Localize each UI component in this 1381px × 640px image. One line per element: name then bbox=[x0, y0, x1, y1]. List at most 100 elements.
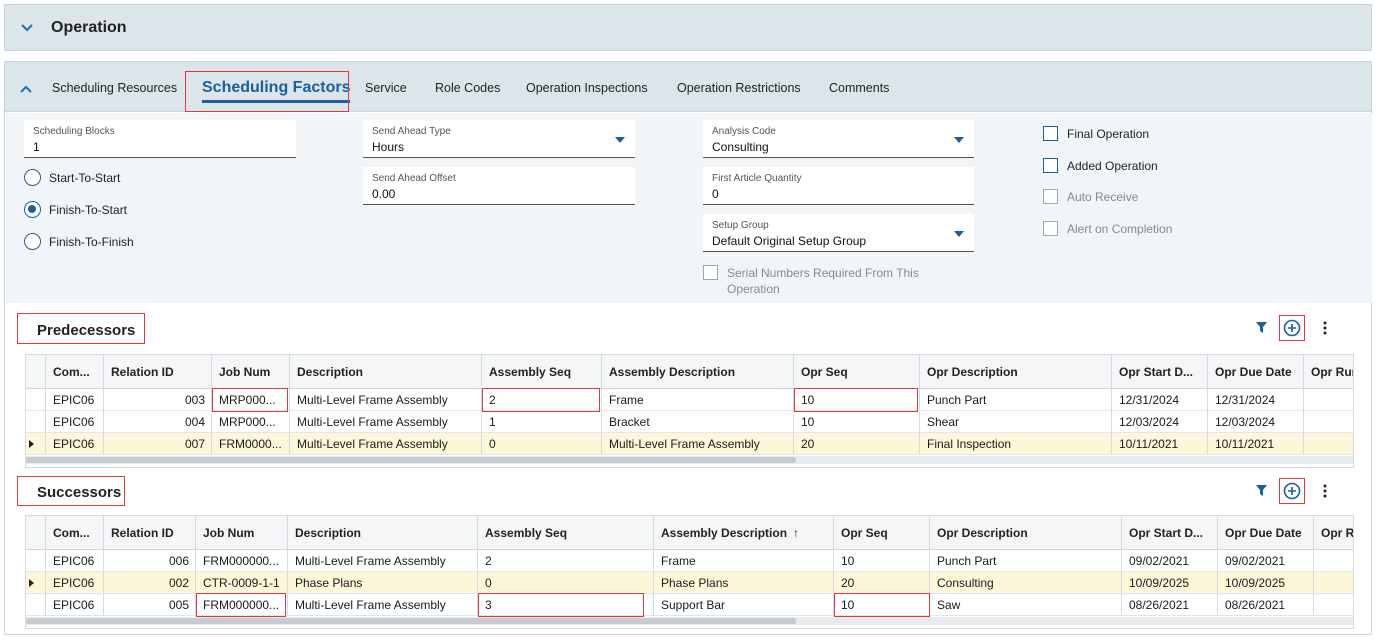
column-header-opr-seq[interactable]: Opr Seq bbox=[834, 516, 930, 549]
cell-opr-desc[interactable]: Final Inspection bbox=[920, 433, 1112, 454]
column-header-job-num[interactable]: Job Num bbox=[196, 516, 288, 549]
cell-assembly-seq[interactable]: 1 bbox=[482, 411, 602, 432]
setup-group-select[interactable]: Setup Group Default Original Setup Group bbox=[703, 214, 974, 252]
auto-receive-checkbox[interactable]: Auto Receive bbox=[1043, 189, 1138, 204]
column-header-relation-id[interactable]: Relation ID bbox=[104, 355, 212, 388]
cell-assembly-desc[interactable]: Phase Plans bbox=[654, 572, 834, 593]
cell-relation-id[interactable]: 003 bbox=[104, 389, 212, 410]
cell-relation-id[interactable]: 002 bbox=[104, 572, 196, 593]
add-circle-icon[interactable] bbox=[1283, 482, 1301, 505]
added-operation-checkbox[interactable]: Added Operation bbox=[1043, 158, 1158, 173]
scrollbar-thumb[interactable] bbox=[26, 457, 796, 463]
cell-job-num[interactable]: FRM000000... bbox=[196, 550, 288, 571]
cell-assembly-desc[interactable]: Frame bbox=[654, 550, 834, 571]
cell-opr-desc[interactable]: Punch Part bbox=[930, 550, 1122, 571]
cell-opr-desc[interactable]: Consulting bbox=[930, 572, 1122, 593]
cell-assembly-seq[interactable]: 2 bbox=[482, 389, 602, 410]
cell-job-num[interactable]: CTR-0009-1-1 bbox=[196, 572, 288, 593]
table-row[interactable]: EPIC06 006 FRM000000... Multi-Level Frame A… bbox=[26, 550, 1353, 572]
cell-assembly-desc[interactable]: Frame bbox=[602, 389, 794, 410]
cell-job-num[interactable]: MRP000... bbox=[212, 389, 290, 410]
cell-opr-desc[interactable]: Punch Part bbox=[920, 389, 1112, 410]
column-header-opr-due-date[interactable]: Opr Due Date bbox=[1208, 355, 1304, 388]
column-header-assembly-seq[interactable]: Assembly Seq bbox=[478, 516, 654, 549]
cell-description[interactable]: Multi-Level Frame Assembly bbox=[290, 411, 482, 432]
table-row[interactable]: EPIC06 003 MRP000... Multi-Level Frame Asse… bbox=[26, 389, 1353, 411]
cell-opr-run[interactable] bbox=[1314, 550, 1353, 571]
cell-assembly-seq[interactable]: 0 bbox=[482, 433, 602, 454]
cell-opr-start-date[interactable]: 10/09/2025 bbox=[1122, 572, 1218, 593]
tab-service[interactable]: Service bbox=[365, 81, 407, 95]
column-header-relation-id[interactable]: Relation ID bbox=[104, 516, 196, 549]
operation-header[interactable]: Operation bbox=[4, 4, 1372, 51]
filter-icon[interactable] bbox=[1255, 321, 1268, 339]
column-header-assembly-seq[interactable]: Assembly Seq bbox=[482, 355, 602, 388]
cell-opr-desc[interactable]: Shear bbox=[920, 411, 1112, 432]
cell-opr-desc[interactable]: Saw bbox=[930, 594, 1122, 615]
cell-job-num[interactable]: MRP000... bbox=[212, 411, 290, 432]
horizontal-scrollbar[interactable] bbox=[26, 456, 1353, 464]
cell-opr-due-date[interactable]: 12/31/2024 bbox=[1208, 389, 1304, 410]
cell-assembly-desc[interactable]: Support Bar bbox=[654, 594, 834, 615]
column-header-company[interactable]: Com... bbox=[46, 355, 104, 388]
cell-opr-run[interactable] bbox=[1304, 389, 1353, 410]
column-header-opr-run[interactable]: Opr Ru bbox=[1314, 516, 1353, 549]
cell-description[interactable]: Phase Plans bbox=[288, 572, 478, 593]
cell-opr-due-date[interactable]: 10/09/2025 bbox=[1218, 572, 1314, 593]
cell-description[interactable]: Multi-Level Frame Assembly bbox=[290, 433, 482, 454]
cell-opr-run[interactable] bbox=[1304, 411, 1353, 432]
cell-opr-run[interactable] bbox=[1314, 594, 1353, 615]
cell-job-num[interactable]: FRM0000... bbox=[212, 433, 290, 454]
column-header-opr-run[interactable]: Opr Run bbox=[1304, 355, 1353, 388]
send-ahead-offset-field[interactable]: Send Ahead Offset 0.00 bbox=[363, 167, 635, 205]
cell-assembly-seq[interactable]: 3 bbox=[478, 594, 654, 615]
tab-operation-inspections[interactable]: Operation Inspections bbox=[526, 81, 648, 95]
cell-relation-id[interactable]: 006 bbox=[104, 550, 196, 571]
scrollbar-thumb[interactable] bbox=[26, 618, 796, 624]
cell-company[interactable]: EPIC06 bbox=[46, 411, 104, 432]
cell-opr-due-date[interactable]: 12/03/2024 bbox=[1208, 411, 1304, 432]
cell-relation-id[interactable]: 007 bbox=[104, 433, 212, 454]
scheduling-blocks-field[interactable]: Scheduling Blocks 1 bbox=[24, 120, 296, 158]
cell-assembly-desc[interactable]: Multi-Level Frame Assembly bbox=[602, 433, 794, 454]
cell-description[interactable]: Multi-Level Frame Assembly bbox=[288, 550, 478, 571]
column-header-opr-start-date[interactable]: Opr Start D... bbox=[1112, 355, 1208, 388]
column-header-assembly-desc[interactable]: Assembly Description ↑ bbox=[654, 516, 834, 549]
cell-description[interactable]: Multi-Level Frame Assembly bbox=[290, 389, 482, 410]
serial-numbers-checkbox[interactable]: Serial Numbers Required From This Operat… bbox=[703, 265, 919, 297]
cell-company[interactable]: EPIC06 bbox=[46, 572, 104, 593]
chevron-up-icon[interactable] bbox=[20, 80, 34, 94]
cell-company[interactable]: EPIC06 bbox=[46, 550, 104, 571]
cell-company[interactable]: EPIC06 bbox=[46, 389, 104, 410]
cell-opr-run[interactable] bbox=[1304, 433, 1353, 454]
horizontal-scrollbar[interactable] bbox=[26, 617, 1353, 625]
cell-opr-seq[interactable]: 20 bbox=[794, 433, 920, 454]
send-ahead-type-select[interactable]: Send Ahead Type Hours bbox=[363, 120, 635, 158]
filter-icon[interactable] bbox=[1255, 484, 1268, 502]
more-vertical-icon[interactable] bbox=[1322, 484, 1328, 503]
tab-scheduling-resources[interactable]: Scheduling Resources bbox=[52, 81, 178, 95]
cell-relation-id[interactable]: 004 bbox=[104, 411, 212, 432]
column-header-job-num[interactable]: Job Num bbox=[212, 355, 290, 388]
radio-finish-to-finish[interactable]: Finish-To-Finish bbox=[24, 233, 134, 250]
tab-scheduling-factors[interactable]: Scheduling Factors bbox=[202, 62, 351, 112]
cell-assembly-seq[interactable]: 0 bbox=[478, 572, 654, 593]
column-header-opr-due-date[interactable]: Opr Due Date bbox=[1218, 516, 1314, 549]
cell-job-num[interactable]: FRM000000... bbox=[196, 594, 288, 615]
cell-opr-due-date[interactable]: 10/11/2021 bbox=[1208, 433, 1304, 454]
cell-opr-start-date[interactable]: 12/31/2024 bbox=[1112, 389, 1208, 410]
cell-opr-due-date[interactable]: 09/02/2021 bbox=[1218, 550, 1314, 571]
table-row[interactable]: EPIC06 005 FRM000000... Multi-Level Frame A… bbox=[26, 594, 1353, 616]
radio-finish-to-start[interactable]: Finish-To-Start bbox=[24, 201, 127, 218]
cell-opr-seq[interactable]: 10 bbox=[794, 389, 920, 410]
cell-opr-seq[interactable]: 10 bbox=[794, 411, 920, 432]
cell-opr-due-date[interactable]: 08/26/2021 bbox=[1218, 594, 1314, 615]
column-header-assembly-desc[interactable]: Assembly Description bbox=[602, 355, 794, 388]
add-circle-icon[interactable] bbox=[1283, 319, 1301, 342]
column-header-opr-start-date[interactable]: Opr Start D... bbox=[1122, 516, 1218, 549]
analysis-code-select[interactable]: Analysis Code Consulting bbox=[703, 120, 974, 158]
tab-operation-restrictions[interactable]: Operation Restrictions bbox=[677, 81, 801, 95]
first-article-quantity-field[interactable]: First Article Quantity 0 bbox=[703, 167, 974, 205]
cell-opr-start-date[interactable]: 10/11/2021 bbox=[1112, 433, 1208, 454]
tab-role-codes[interactable]: Role Codes bbox=[435, 81, 501, 95]
